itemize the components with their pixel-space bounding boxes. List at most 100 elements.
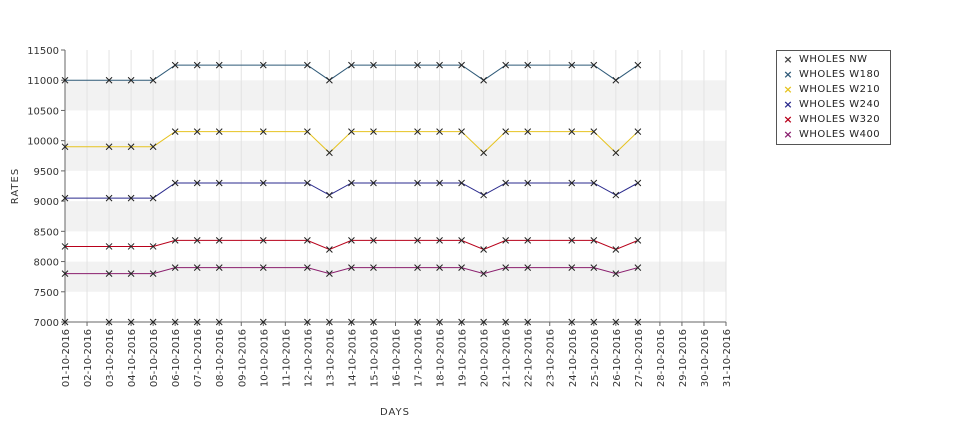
data-point-marker	[524, 264, 532, 271]
data-point-marker	[590, 318, 598, 326]
data-point-marker	[634, 61, 642, 69]
legend-marker-icon: ×	[783, 113, 793, 126]
data-point-marker	[502, 179, 510, 187]
data-point-marker	[348, 264, 355, 271]
x-axis-title: DAYS	[380, 407, 410, 418]
data-point-marker	[304, 318, 311, 326]
x-tick-label: 14-10-2016	[347, 329, 358, 387]
x-tick-label: 03-10-2016	[105, 329, 116, 387]
data-point-marker	[414, 61, 421, 69]
x-tick-label: 19-10-2016	[458, 329, 469, 387]
data-point-marker	[568, 318, 576, 326]
data-point-marker	[149, 318, 157, 326]
data-point-marker	[502, 128, 510, 135]
data-point-marker	[193, 179, 201, 187]
x-tick-label: 24-10-2016	[568, 329, 579, 387]
y-tick-label: 9500	[34, 167, 59, 178]
series-line	[65, 182, 639, 199]
data-point-marker	[127, 76, 135, 84]
x-tick-label: 09-10-2016	[237, 329, 248, 387]
data-point-marker	[414, 237, 421, 244]
x-tick-label: 07-10-2016	[193, 329, 204, 387]
series-line	[65, 64, 639, 81]
data-point-marker	[171, 318, 179, 326]
series-line	[65, 267, 638, 275]
x-tick-label: 16-10-2016	[392, 329, 403, 387]
data-point-marker	[480, 246, 487, 253]
data-point-marker	[259, 264, 267, 271]
data-point-marker	[348, 318, 355, 326]
x-tick-label: 23-10-2016	[546, 329, 557, 387]
data-point-marker	[634, 179, 642, 187]
y-tick-label: 8000	[34, 258, 59, 269]
data-point-marker	[304, 128, 311, 135]
data-point-marker	[304, 61, 311, 69]
x-tick-label: 08-10-2016	[215, 329, 226, 387]
data-point-marker	[304, 179, 311, 187]
series-line	[65, 239, 639, 251]
data-point-marker	[127, 270, 135, 277]
data-point-marker	[524, 61, 532, 69]
data-point-marker	[304, 264, 311, 271]
data-point-marker	[370, 128, 377, 135]
x-tick-label: 28-10-2016	[656, 329, 667, 387]
data-point-marker	[414, 264, 421, 271]
data-point-marker	[215, 318, 223, 326]
data-point-marker	[458, 179, 465, 187]
x-tick-label: 26-10-2016	[612, 329, 623, 387]
data-point-marker	[458, 264, 465, 271]
series-group	[61, 61, 642, 326]
data-point-marker	[370, 61, 377, 69]
data-point-marker	[612, 246, 620, 253]
data-point-marker	[568, 179, 576, 187]
data-point-marker	[61, 243, 69, 250]
data-point-marker	[370, 318, 377, 326]
data-point-marker	[480, 149, 487, 157]
y-axis-title: RATES	[10, 168, 21, 204]
legend-label: WHOLES W240	[799, 99, 881, 110]
legend-item: × WHOLES W180	[777, 67, 890, 82]
data-point-marker	[193, 128, 201, 135]
data-point-marker	[105, 194, 113, 202]
legend-label: WHOLES NW	[799, 54, 868, 65]
x-tick-label: 13-10-2016	[325, 329, 336, 387]
x-tick-label: 11-10-2016	[281, 329, 292, 387]
data-point-marker	[348, 179, 355, 187]
data-point-marker	[105, 143, 113, 151]
legend-item: × WHOLES W400	[777, 127, 890, 142]
data-point-marker	[502, 318, 510, 326]
data-point-marker	[590, 264, 598, 271]
data-point-marker	[127, 194, 135, 202]
data-point-marker	[326, 246, 333, 253]
x-tick-label: 29-10-2016	[678, 329, 689, 387]
data-point-marker	[304, 237, 311, 244]
data-point-marker	[171, 61, 179, 69]
data-point-marker	[590, 237, 598, 244]
x-tick-label: 18-10-2016	[436, 329, 447, 387]
data-point-marker	[259, 179, 267, 187]
y-tick-label: 11500	[27, 46, 59, 57]
data-point-marker	[149, 76, 157, 84]
data-point-marker	[612, 270, 620, 277]
data-point-marker	[436, 61, 443, 69]
data-point-marker	[348, 237, 355, 244]
y-tick-label: 11000	[27, 76, 59, 87]
x-axis-ticks: 01-10-2016 02-10-2016 03-10-2016 04-10-2016…	[61, 322, 733, 387]
x-tick-label: 06-10-2016	[171, 329, 182, 387]
data-point-marker	[105, 318, 113, 326]
data-point-marker	[370, 179, 377, 187]
data-point-marker	[105, 243, 113, 250]
chart-legend: × WHOLES NW × WHOLES W180 × WHOLES W210 × WHOLE…	[776, 50, 891, 145]
data-point-marker	[61, 270, 69, 277]
data-point-marker	[480, 191, 487, 199]
data-point-marker	[326, 318, 333, 326]
data-point-marker	[568, 128, 576, 135]
data-point-marker	[61, 76, 69, 84]
data-point-marker	[524, 318, 532, 326]
data-point-marker	[326, 191, 333, 199]
data-point-marker	[436, 264, 443, 271]
data-point-marker	[193, 61, 201, 69]
data-point-marker	[634, 237, 642, 244]
data-point-marker	[502, 237, 510, 244]
data-point-marker	[215, 179, 223, 187]
